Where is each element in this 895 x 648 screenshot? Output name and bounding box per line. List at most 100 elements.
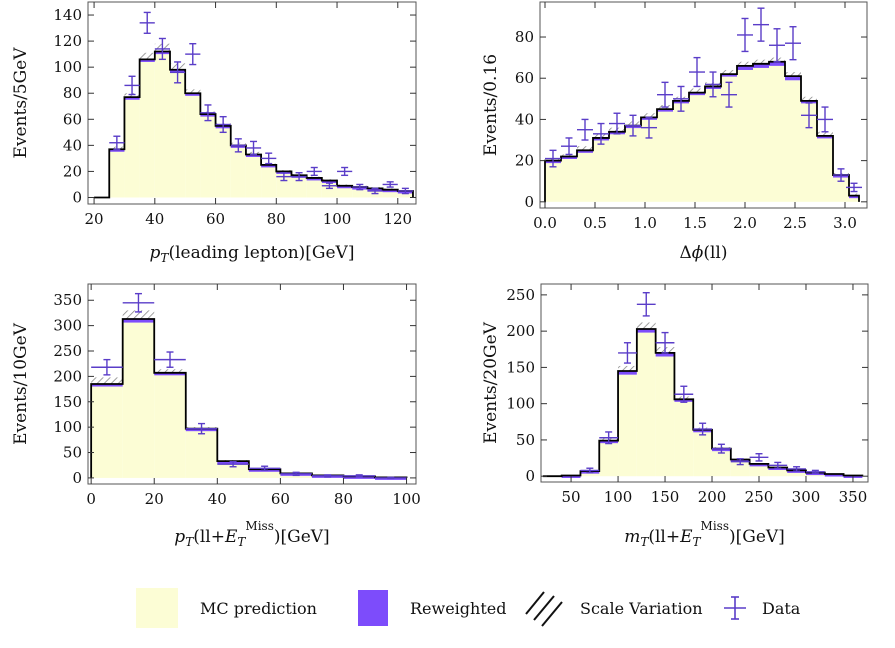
data-point <box>693 422 713 436</box>
mc-bar <box>230 146 246 198</box>
data-point <box>185 422 218 435</box>
mc-bar <box>245 155 262 198</box>
data-point <box>91 358 123 376</box>
panel-pt-ll-met: 0 20 40 60 80 100 0 50 100 150 200 250 300 350 Events/… <box>0 282 440 552</box>
data-point <box>673 85 689 112</box>
legend-swatch-mc <box>136 588 178 628</box>
reweighted-band <box>824 474 844 477</box>
mc-bar <box>655 356 675 477</box>
y-tick-label: 100 <box>506 395 535 413</box>
y-tick-label: 50 <box>516 431 535 449</box>
reweighted-band <box>737 65 753 70</box>
y-axis: 0 50 100 150 200 250 300 350 <box>53 291 416 487</box>
plot-area <box>94 11 414 199</box>
data-point <box>375 476 407 480</box>
y-tick-label: 20 <box>63 162 82 180</box>
reweighted-band <box>306 177 322 181</box>
x-tick-label: 350 <box>839 488 868 506</box>
x-axis-label: mT(ll+ETMiss)[GeV] <box>624 519 785 549</box>
mc-bar <box>109 150 125 198</box>
mc-bar <box>261 166 277 198</box>
mc-bar <box>248 469 281 478</box>
x-tick-label: 50 <box>562 488 581 506</box>
x-tick-label: 100 <box>323 210 352 228</box>
mc-bar <box>785 80 801 202</box>
y-tick-label: 40 <box>515 110 534 128</box>
chart-svg-4: 50 100 150 200 250 300 350 0 50 100 150 200 250 Event… <box>481 283 869 549</box>
mc-bar <box>561 158 577 202</box>
scale-band <box>689 88 705 93</box>
mc-bar <box>185 430 218 478</box>
mc-bar <box>768 468 788 477</box>
x-tick-label: 3.0 <box>833 214 857 232</box>
y-tick-label: 60 <box>515 69 534 87</box>
data-point <box>154 351 186 368</box>
reweighted-band <box>337 185 353 189</box>
legend-label-data: Data <box>762 598 801 618</box>
panel-mt-ll-met: 50 100 150 200 250 300 350 0 50 100 150 200 250 Event… <box>470 282 895 552</box>
data-point <box>577 118 593 141</box>
scale-band <box>636 322 656 329</box>
data-point <box>200 104 216 122</box>
scale-band <box>122 310 155 320</box>
data-point <box>618 342 637 364</box>
legend-swatch-hatch-icon <box>525 591 563 627</box>
y-axis: 0 20 40 60 80 <box>515 28 867 211</box>
mc-bar <box>306 179 322 198</box>
scale-band <box>139 52 155 60</box>
legend-label-scale: Scale Variation <box>580 598 703 618</box>
data-point <box>805 469 825 474</box>
data-point <box>276 172 292 182</box>
data-point <box>109 135 125 150</box>
mc-bar <box>721 76 737 202</box>
y-tick-label: 0 <box>525 467 535 485</box>
x-tick-label: 80 <box>267 210 286 228</box>
scale-band <box>185 89 201 94</box>
x-tick-label: 1.5 <box>683 214 707 232</box>
data-point <box>397 187 413 195</box>
scale-band <box>618 365 637 372</box>
x-axis-label: pT(ll+ETMiss)[GeV] <box>174 519 329 549</box>
mc-bar <box>545 162 561 202</box>
y-tick-label: 80 <box>63 84 82 102</box>
y-axis-label: Events/0.16 <box>481 54 501 156</box>
mc-bar <box>217 462 249 478</box>
x-tick-label: 40 <box>145 210 164 228</box>
data-point <box>712 443 731 454</box>
x-tick-label: 20 <box>85 210 104 228</box>
reweighted-band <box>91 384 123 387</box>
mc-bar <box>636 332 656 477</box>
scale-band <box>641 113 657 118</box>
x-axis: 0 20 40 60 80 100 <box>86 284 421 508</box>
data-point <box>817 106 833 133</box>
y-axis-label: Events/5GeV <box>11 47 31 159</box>
y-tick-label: 140 <box>53 6 82 24</box>
data-point <box>674 385 694 403</box>
data-point <box>291 172 307 182</box>
y-tick-label: 200 <box>506 322 535 340</box>
chart-svg-1: 20 40 60 80 100 120020406080100120140Events/5… <box>11 1 417 265</box>
x-tick-label: 20 <box>145 490 164 508</box>
x-tick-label: 100 <box>604 488 633 506</box>
data-point <box>321 182 338 190</box>
data-point <box>785 26 801 61</box>
x-tick-label: 0.5 <box>583 214 607 232</box>
y-axis: 0 20 40 60 80 100 120 140 <box>53 6 416 206</box>
data-point <box>753 7 769 42</box>
x-axis-label: pT(leading lepton)[GeV] <box>150 243 355 265</box>
plot-frame <box>87 1 417 205</box>
mc-bar <box>712 450 731 477</box>
data-point <box>689 56 705 88</box>
y-tick-label: 0 <box>524 193 534 211</box>
scale-band <box>737 61 753 66</box>
legend-item-data: Data <box>722 585 800 631</box>
data-point <box>185 43 201 66</box>
mc-bar <box>291 176 307 198</box>
reweighted-band <box>382 189 398 193</box>
legend-swatch-reweighted <box>358 590 388 626</box>
y-tick-label: 20 <box>515 152 534 170</box>
mc-bar <box>397 192 413 198</box>
x-axis-label: Δϕ(ll) <box>679 243 727 263</box>
chart-svg-2: 0.0 0.5 1.0 1.5 2.0 2.5 3.0 0 20 40 60 80 Events/0.1… <box>481 1 868 263</box>
mc-bar <box>91 386 123 478</box>
